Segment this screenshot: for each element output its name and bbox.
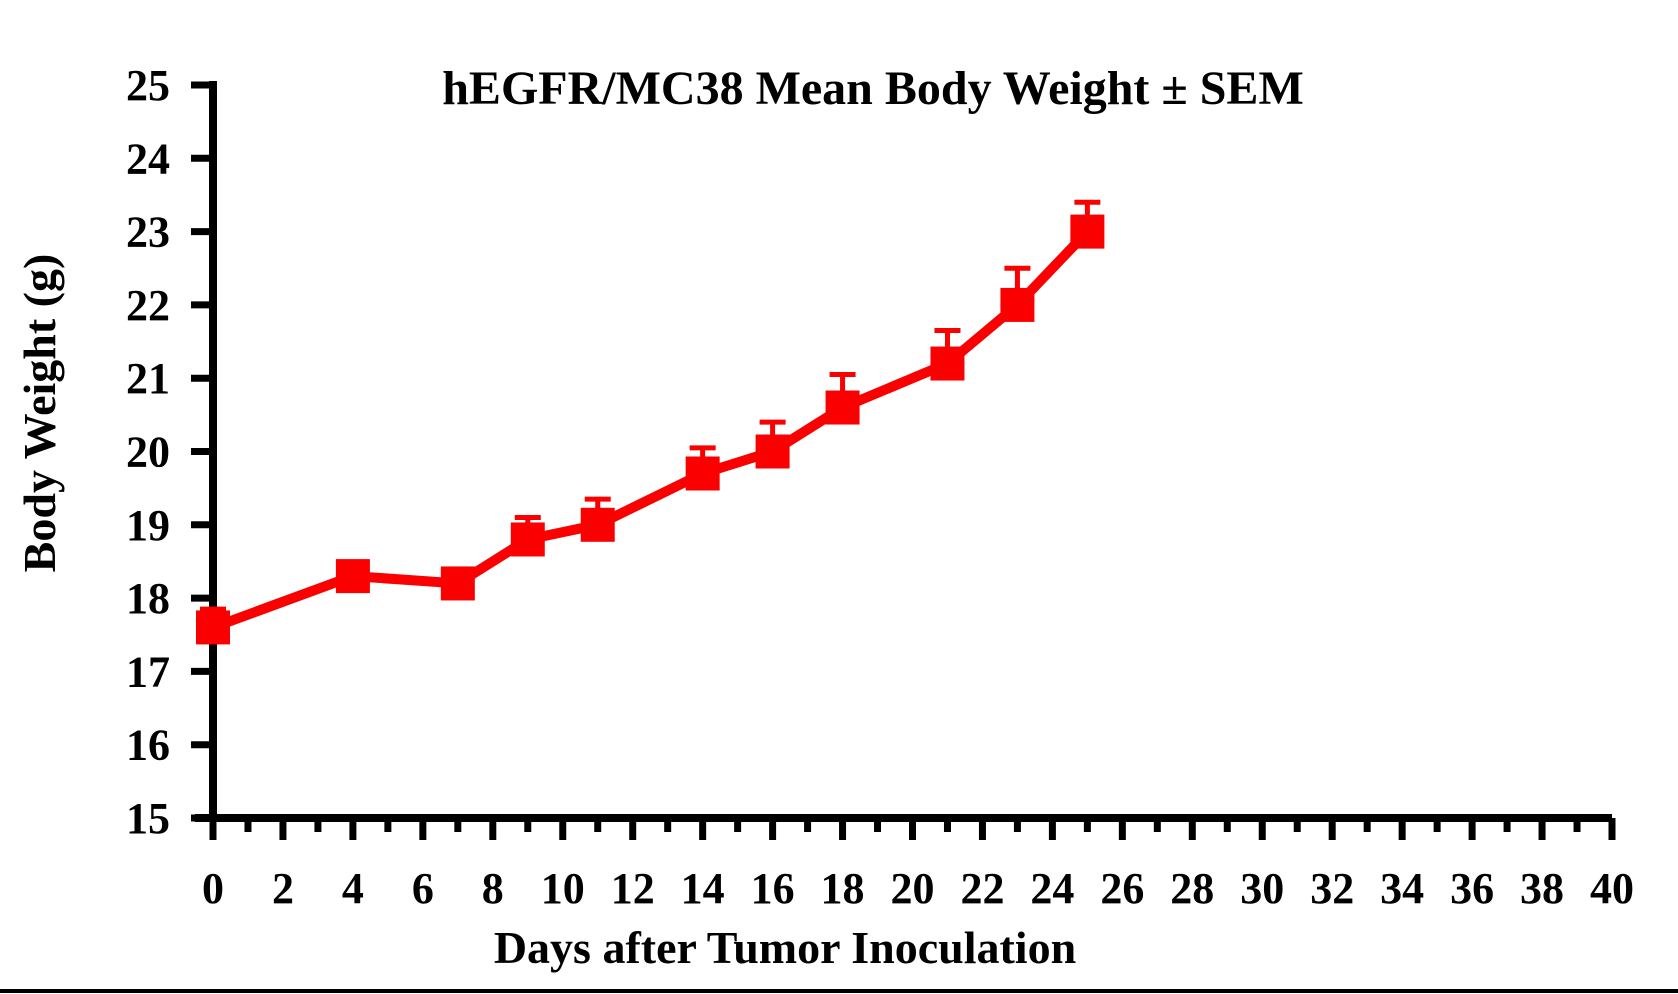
y-tick-label: 21: [126, 354, 170, 403]
y-axis-title: Body Weight (g): [14, 254, 65, 573]
y-tick-label: 18: [126, 574, 170, 623]
x-tick-label: 10: [541, 864, 585, 913]
y-tick-label: 17: [126, 647, 170, 696]
y-tick-label: 25: [126, 61, 170, 110]
x-tick-label: 8: [482, 864, 504, 913]
data-point-marker: [510, 522, 545, 557]
x-tick-label: 6: [412, 864, 434, 913]
x-tick-label: 0: [202, 864, 224, 913]
data-point-marker: [1070, 214, 1105, 249]
data-point-marker: [335, 559, 370, 594]
y-tick-label: 23: [126, 208, 170, 257]
y-tick-label: 20: [126, 428, 170, 477]
data-series: [196, 199, 1105, 645]
x-tick-label: 22: [960, 864, 1004, 913]
x-tick-label: 34: [1380, 864, 1424, 913]
chart-title: hEGFR/MC38 Mean Body Weight ± SEM: [442, 62, 1304, 115]
x-tick-label: 20: [891, 864, 935, 913]
x-tick-label: 26: [1100, 864, 1144, 913]
x-tick-label: 4: [342, 864, 364, 913]
x-tick-label: 30: [1240, 864, 1284, 913]
x-tick-label: 36: [1450, 864, 1494, 913]
x-tick-label: 40: [1590, 864, 1634, 913]
data-point-marker: [825, 390, 860, 425]
y-tick-label: 16: [126, 721, 170, 770]
x-tick-label: 28: [1170, 864, 1214, 913]
x-axis-title: Days after Tumor Inoculation: [494, 922, 1076, 973]
data-point-marker: [580, 507, 615, 542]
x-tick-label: 32: [1310, 864, 1354, 913]
data-point-marker: [440, 566, 475, 601]
x-tick-label: 18: [821, 864, 865, 913]
x-tick-label: 24: [1030, 864, 1074, 913]
x-tick-label: 12: [611, 864, 655, 913]
y-tick-label: 19: [126, 501, 170, 550]
x-tick-label: 38: [1520, 864, 1564, 913]
data-point-marker: [685, 456, 720, 491]
data-point-marker: [1000, 287, 1035, 322]
x-tick-label: 16: [751, 864, 795, 913]
x-tick-label: 14: [681, 864, 725, 913]
data-point-marker: [755, 434, 790, 469]
bottom-divider: [0, 989, 1678, 993]
y-tick-label: 24: [126, 134, 170, 183]
y-tick-label: 22: [126, 281, 170, 330]
data-point-marker: [196, 610, 230, 645]
data-point-marker: [930, 346, 965, 381]
y-tick-label: 15: [126, 794, 170, 843]
x-tick-label: 2: [272, 864, 294, 913]
